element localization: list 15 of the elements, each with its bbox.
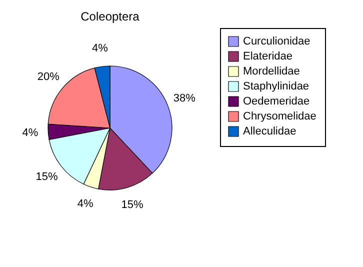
data-label: 15%	[36, 171, 58, 184]
data-label: 4%	[77, 198, 94, 210]
chart-title: Coleoptera	[80, 10, 140, 24]
legend-label: Staphylinidae	[243, 80, 310, 92]
legend-label: Oedemeridae	[243, 96, 310, 108]
data-label: 15%	[121, 198, 144, 211]
legend-label: Chrysomelidae	[243, 110, 316, 122]
data-label: 4%	[92, 42, 108, 55]
legend-label: Alleculidae	[243, 126, 296, 138]
legend-label: Elateridae	[243, 50, 293, 62]
data-label: 38%	[173, 92, 196, 105]
legend-label: Mordellidae	[243, 66, 300, 78]
data-label: 20%	[37, 71, 60, 84]
data-label: 4%	[22, 127, 38, 140]
legend-label: Curculionidae	[243, 36, 310, 48]
